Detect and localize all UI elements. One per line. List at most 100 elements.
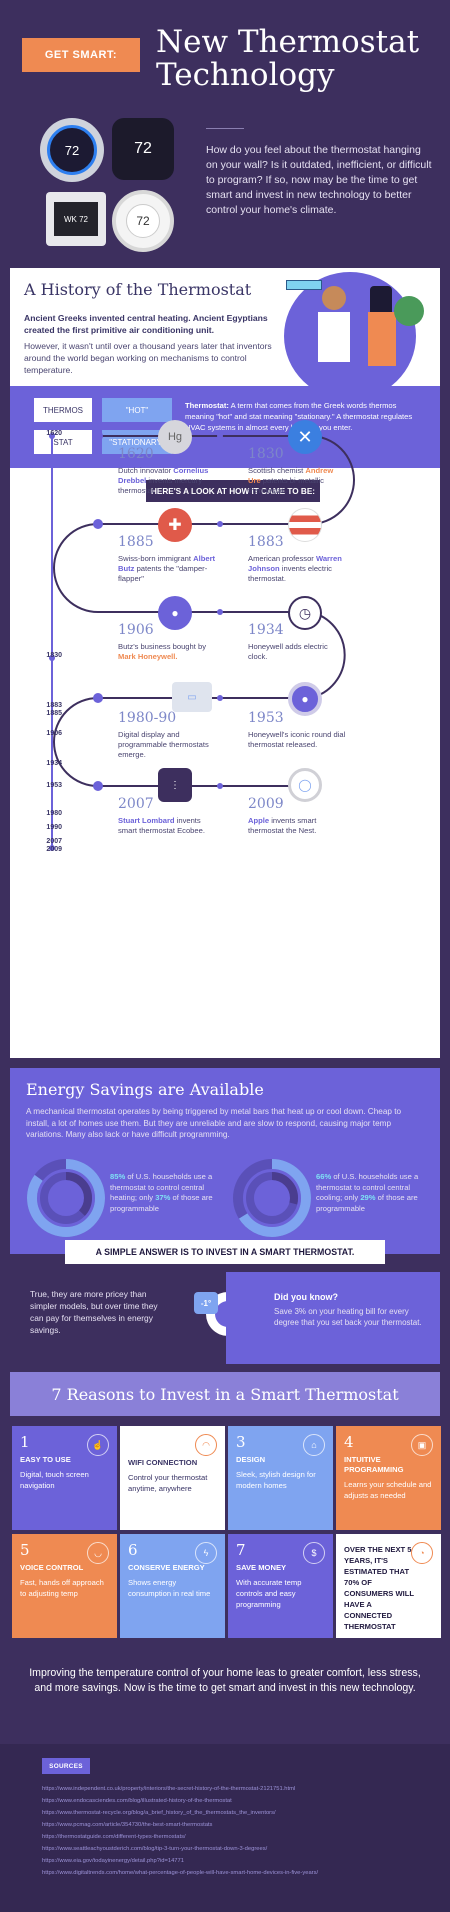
event-name: Mark Honeywell. — [118, 652, 178, 661]
simple-answer-banner: A SIMPLE ANSWER IS TO INVEST IN A SMART … — [65, 1240, 385, 1264]
axis-dot — [49, 655, 55, 661]
egyptian-head-icon — [322, 286, 346, 310]
definition-band: THERMOS "HOT" STAT "STATIONARY" Thermost… — [10, 386, 440, 468]
definition-text: Thermostat: A term that comes from the G… — [185, 400, 425, 433]
event-pre: Butz's business bought by — [118, 642, 206, 651]
timeline-dot — [93, 693, 103, 703]
stat-pct: 66% — [316, 1172, 332, 1181]
axis-year: 1906 — [46, 730, 62, 737]
reason-heading: DESIGN — [236, 1455, 266, 1464]
did-you-know-box: Did you know? Save 3% on your heating bi… — [226, 1272, 440, 1364]
palm-leaf-icon — [394, 296, 424, 326]
thermostat-nest-icon: 72 — [112, 190, 174, 252]
honeywell-person-icon: ● — [158, 596, 192, 630]
source-link[interactable]: https://www.seattleachyoustderich.com/bl… — [42, 1846, 268, 1852]
event-name: Albert Butz — [118, 554, 216, 573]
event-text: Scottish chemist Andrew Ure patents bi-m… — [248, 466, 348, 496]
event-year: 2009 — [248, 796, 284, 812]
thermostat-box-icon: WK 72 — [46, 192, 106, 246]
reason-heading: OVER THE NEXT 5 YEARS, IT'S ESTIMATED TH… — [344, 1545, 414, 1631]
thermostat-round-icon: 72 — [40, 118, 104, 182]
source-link[interactable]: https://www.pcmag.com/article/354730/the… — [42, 1822, 213, 1828]
timeline-dot — [217, 783, 223, 789]
reason-number: 1 — [20, 1433, 30, 1451]
event-1620: 1620 Dutch innovator Cornelius Drebbel in… — [118, 446, 218, 496]
reason-heading: VOICE CONTROL — [20, 1563, 84, 1572]
reason-number: 7 — [236, 1541, 246, 1559]
reason-body: Fast, hands off approach to adjusting te… — [20, 1578, 104, 1598]
axis-dot — [49, 433, 55, 439]
thermostat-display: 72 — [47, 125, 97, 175]
def-meaning-hot: "HOT" — [102, 398, 172, 422]
source-link[interactable]: https://www.eia.gov/todayinenergy/detail… — [42, 1858, 184, 1864]
timeline-dots — [49, 431, 223, 851]
event-text: Dutch innovator Cornelius Drebbel invent… — [118, 466, 218, 496]
ecobee-icon: ⋮ — [158, 768, 192, 802]
def-term: Thermostat: — [185, 401, 229, 410]
did-you-know-text: Save 3% on your heating bill for every d… — [274, 1307, 422, 1327]
stat-pct2: 29% — [360, 1193, 376, 1202]
nest-icon: ◯ — [288, 768, 322, 802]
source-link[interactable]: https://www.digitaltrends.com/home/what-… — [42, 1870, 319, 1876]
event-1980-90: 1980-90 Digital display and programmable … — [118, 710, 218, 760]
event-1885: 1885 Swiss-born immigrant Albert Butz pat… — [118, 534, 218, 584]
timeline-dot — [217, 521, 223, 527]
timeline-dot — [217, 609, 223, 615]
reason-card: 7 SAVE MONEY With accurate temp controls a… — [228, 1534, 333, 1638]
energy-section: Energy Savings are Available A mechanica… — [10, 1068, 440, 1254]
event-text: American professor Warren Johnson invent… — [248, 554, 348, 584]
did-you-know-title: Did you know? — [274, 1292, 338, 1302]
source-link[interactable]: https://www.independent.co.uk/property/i… — [42, 1786, 296, 1792]
timeline-dot — [217, 433, 223, 439]
event-pre: Swiss-born immigrant — [118, 554, 194, 563]
design-icon: ⌂ — [303, 1434, 325, 1456]
reason-number: 6 — [128, 1541, 138, 1559]
axis-year: 1990 — [46, 824, 62, 831]
history-section: A History of the Thermostat Ancient Gree… — [10, 268, 440, 1058]
timeline-dot — [93, 519, 103, 529]
reason-number: 3 — [236, 1433, 246, 1451]
event-name: Apple — [248, 816, 270, 825]
event-pre: Scottish chemist — [248, 466, 306, 475]
def-word-stat: STAT — [34, 430, 92, 454]
axis-year: 1934 — [46, 760, 62, 767]
source-link[interactable]: https://thermostatguide.com/different-ty… — [42, 1834, 186, 1840]
event-pre: American professor — [248, 554, 316, 563]
axis-year: 2009 — [46, 846, 62, 853]
gauge-icon: ◔ — [411, 1542, 433, 1564]
event-post: patents the "damper-flapper" — [118, 564, 208, 583]
ac-unit-icon — [286, 280, 322, 290]
event-pre: Dutch innovator — [118, 466, 174, 475]
egyptian-illustration — [282, 268, 432, 400]
cooling-stat: 66% of U.S. households use a thermostat … — [316, 1172, 428, 1214]
event-1953: 1953 Honeywell's iconic round dial thermo… — [248, 710, 348, 750]
axis-year: 1885 — [46, 710, 62, 717]
source-link[interactable]: https://www.thermostat-recycle.org/blog/… — [42, 1810, 276, 1816]
history-title: A History of the Thermostat — [24, 280, 252, 299]
reason-card: OVER THE NEXT 5 YEARS, IT'S ESTIMATED TH… — [336, 1534, 441, 1638]
timeline-dot — [217, 695, 223, 701]
source-link[interactable]: https://www.endocasciendes.com/blog/illu… — [42, 1798, 232, 1804]
event-1830: 1830 Scottish chemist Andrew Ure patents … — [248, 446, 348, 496]
axis-year: 1830 — [46, 652, 62, 659]
event-text: Butz's business bought by Mark Honeywell… — [118, 642, 218, 662]
event-1934: 1934 Honeywell adds electric clock. — [248, 622, 348, 662]
heating-donut-chart — [27, 1159, 105, 1237]
reason-body: Shows energy consumption in real time — [128, 1578, 211, 1598]
how-it-came-to-be-title: HERE'S A LOOK AT HOW IT CAME TO BE: — [146, 480, 320, 502]
reason-body: With accurate temp controls and easy pro… — [236, 1578, 302, 1609]
thermostat-square-icon: 72 — [112, 118, 174, 180]
switzerland-flag-icon: ✚ — [158, 508, 192, 542]
scotland-flag-icon: ✕ — [288, 420, 322, 454]
closing-text: Improving the temperature control of you… — [29, 1667, 421, 1694]
event-year: 1934 — [248, 622, 284, 638]
money-icon: $ — [303, 1542, 325, 1564]
title-line-2: Technology — [156, 57, 335, 93]
intro-text: How do you feel about the thermostat han… — [206, 144, 432, 216]
donut-outer-arc — [27, 1159, 105, 1237]
event-text: Stuart Lombard invents smart thermostat … — [118, 816, 218, 836]
egyptian-body-icon — [318, 312, 350, 362]
timeline-path — [49, 431, 355, 851]
round-dial-icon: ● — [288, 682, 322, 716]
event-pre: Honeywell adds electric clock. — [248, 642, 328, 661]
